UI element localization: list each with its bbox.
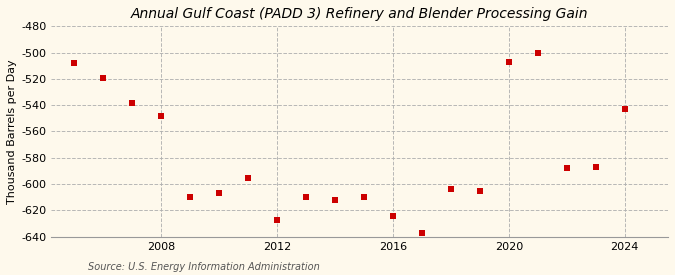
Point	[416, 230, 427, 235]
Point	[98, 75, 109, 80]
Point	[504, 60, 514, 64]
Point	[446, 187, 456, 192]
Point	[272, 218, 283, 222]
Point	[127, 100, 138, 105]
Title: Annual Gulf Coast (PADD 3) Refinery and Blender Processing Gain: Annual Gulf Coast (PADD 3) Refinery and …	[131, 7, 589, 21]
Point	[69, 61, 80, 65]
Point	[533, 50, 543, 55]
Text: Source: U.S. Energy Information Administration: Source: U.S. Energy Information Administ…	[88, 262, 319, 272]
Point	[358, 195, 369, 199]
Point	[619, 107, 630, 111]
Point	[185, 195, 196, 199]
Point	[590, 165, 601, 169]
Point	[214, 191, 225, 196]
Point	[243, 175, 254, 180]
Point	[329, 198, 340, 202]
Point	[562, 166, 572, 170]
Point	[156, 114, 167, 118]
Point	[475, 188, 485, 193]
Point	[300, 195, 311, 199]
Y-axis label: Thousand Barrels per Day: Thousand Barrels per Day	[7, 59, 17, 204]
Point	[387, 213, 398, 218]
